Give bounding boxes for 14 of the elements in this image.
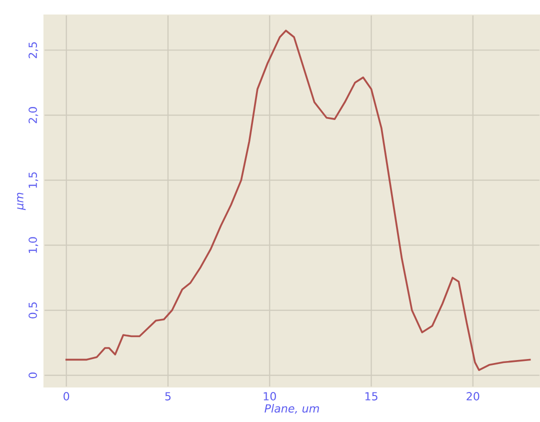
y-axis-title: µm [17,192,26,210]
x-axis-title: Plane, um [264,404,319,414]
y-tick-label: 2,0 [28,107,38,124]
y-tick-label: 0 [28,372,37,378]
line-series [65,30,531,371]
y-tick-label: 2,5 [28,42,38,58]
x-tick-label: 20 [466,392,480,400]
x-tick-label: 0 [64,392,70,400]
y-tick-label: 0,5 [28,302,38,318]
y-tick-label: 1,0 [28,237,38,253]
y-tick-label: 1,5 [28,172,38,188]
x-tick-label: 5 [165,392,171,400]
x-tick-label: 15 [365,392,378,400]
x-tick-label: 10 [264,392,276,400]
